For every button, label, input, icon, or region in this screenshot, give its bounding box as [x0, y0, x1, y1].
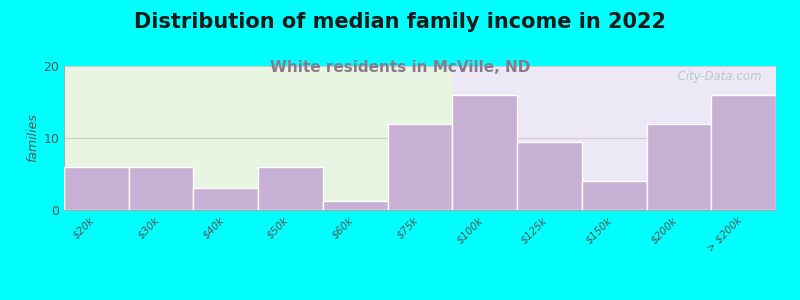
- Bar: [452, 66, 776, 210]
- Bar: [64, 167, 129, 210]
- Bar: [323, 201, 388, 210]
- Y-axis label: families: families: [26, 114, 39, 162]
- Bar: [452, 95, 517, 210]
- Bar: [388, 124, 452, 210]
- Bar: [711, 95, 776, 210]
- Text: Distribution of median family income in 2022: Distribution of median family income in …: [134, 12, 666, 32]
- Text: City-Data.com: City-Data.com: [670, 70, 762, 83]
- Bar: [646, 124, 711, 210]
- Bar: [258, 167, 323, 210]
- Text: White residents in McVille, ND: White residents in McVille, ND: [270, 60, 530, 75]
- Bar: [517, 142, 582, 210]
- Bar: [582, 181, 646, 210]
- Bar: [194, 188, 258, 210]
- Bar: [64, 66, 452, 210]
- Bar: [129, 167, 194, 210]
